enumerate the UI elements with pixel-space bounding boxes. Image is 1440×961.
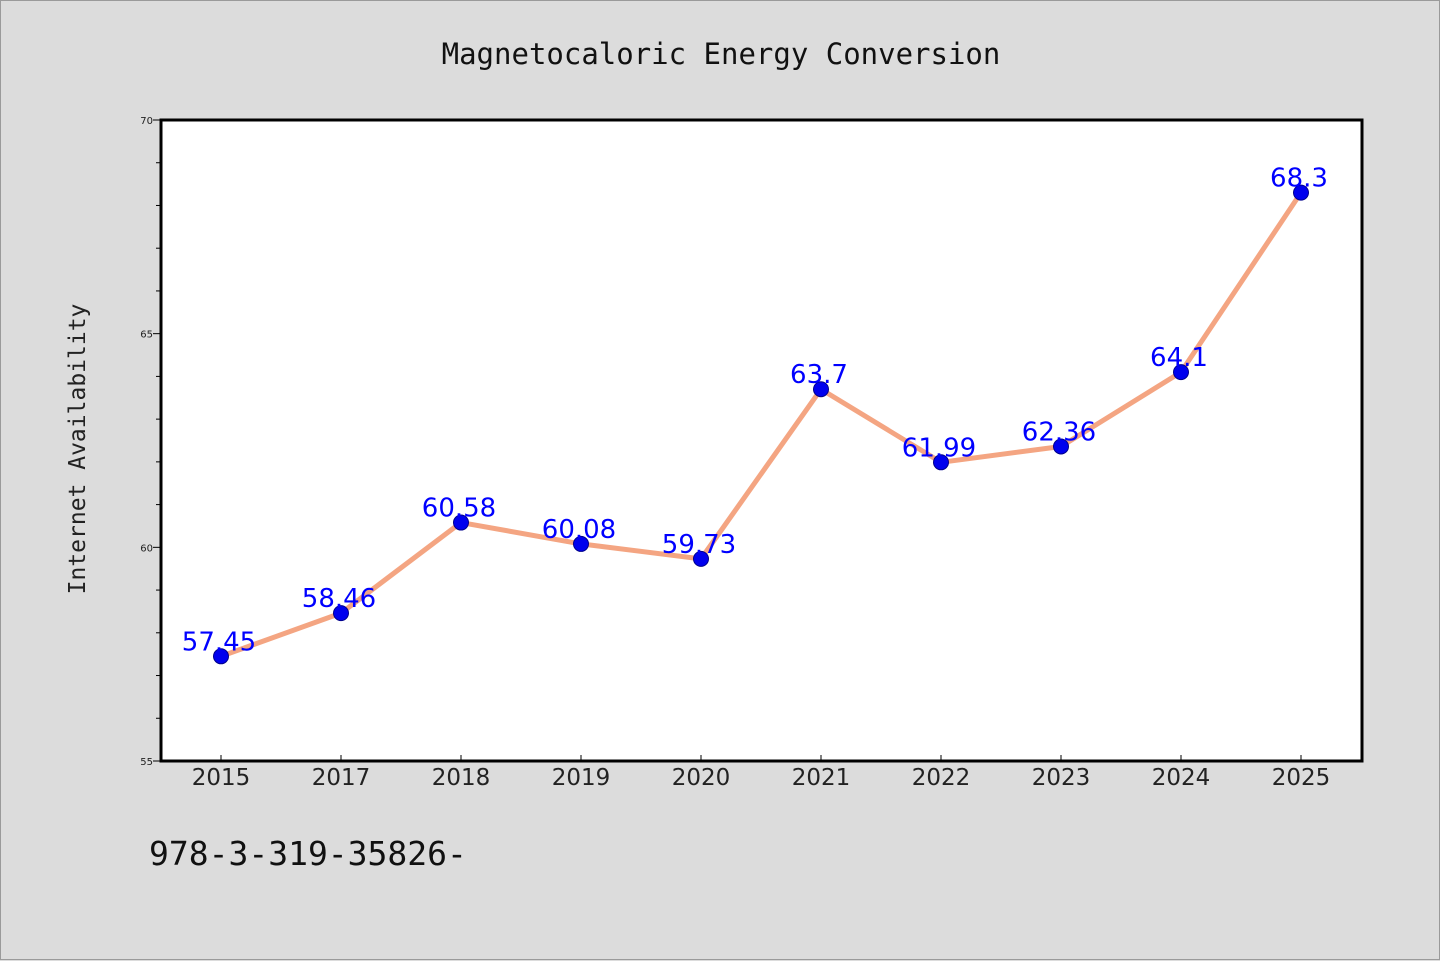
data-label: 64.1: [1150, 343, 1208, 373]
data-point-marker: [453, 514, 469, 531]
x-tick-label: 2020: [672, 765, 731, 791]
data-labels: 57.45 58.46 60.58 60.08 59.73 63.7 61.99 62.36 6…: [182, 164, 1328, 658]
data-label: 58.46: [302, 584, 376, 614]
x-tick-label: 2015: [192, 765, 251, 791]
data-label: 60.08: [542, 515, 616, 545]
x-tick-label: 2024: [1152, 765, 1211, 791]
data-point-marker: [1173, 364, 1189, 381]
data-point-marker: [1053, 438, 1069, 455]
data-label: 57.45: [182, 627, 256, 657]
x-axis-ticks: 2015 2017 2018 2019 2020 2021 2022 2023 2024 2025: [192, 755, 1331, 791]
data-point-marker: [933, 454, 949, 471]
y-axis-label: Internet Availability: [65, 304, 91, 595]
series-line-group: [218, 190, 1304, 659]
y-axis-ticks: 55 60 65 70: [140, 116, 161, 768]
data-label: 62.36: [1022, 417, 1096, 447]
data-point-marker: [813, 381, 829, 398]
x-tick-label: 2021: [792, 765, 851, 791]
x-tick-label: 2017: [312, 765, 371, 791]
data-point-marker: [693, 550, 709, 567]
plot-area: [159, 118, 1364, 763]
x-tick-label: 2018: [432, 765, 491, 791]
chart-title: Magnetocaloric Energy Conversion: [442, 37, 1001, 71]
y-tick-label: 60: [140, 543, 153, 554]
y-tick-label: 65: [140, 330, 153, 341]
series-line: [218, 190, 1304, 659]
data-point-marker: [213, 648, 229, 665]
y-tick-label: 55: [140, 757, 153, 768]
data-label: 61.99: [902, 433, 976, 463]
data-label: 68.3: [1270, 164, 1328, 194]
data-point-marker: [333, 605, 349, 622]
data-label: 63.7: [790, 360, 848, 390]
data-label: 59.73: [662, 530, 736, 560]
data-markers: [213, 184, 1309, 665]
data-point-marker: [573, 535, 589, 552]
x-tick-label: 2023: [1032, 765, 1091, 791]
footer-isbn-text: 978-3-319-35826-: [149, 834, 467, 873]
x-tick-label: 2019: [552, 765, 611, 791]
y-tick-label: 70: [140, 116, 153, 127]
data-point-marker: [1293, 184, 1309, 201]
x-tick-label: 2025: [1272, 765, 1331, 791]
x-tick-label: 2022: [912, 765, 971, 791]
data-label: 60.58: [422, 494, 496, 524]
